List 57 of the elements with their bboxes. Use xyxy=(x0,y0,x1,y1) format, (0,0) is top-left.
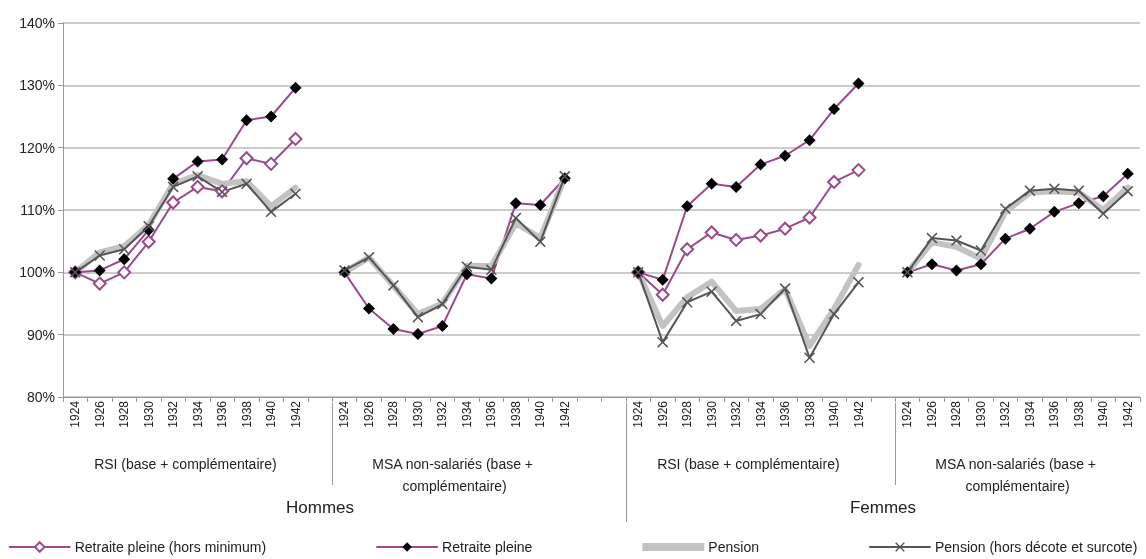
x-tick-label: 1928 xyxy=(117,400,132,428)
x-tick-label: 1930 xyxy=(141,400,156,428)
legend-label: Pension xyxy=(708,539,759,555)
x-tick-label: 1934 xyxy=(1022,400,1037,428)
x-tick-label: 1942 xyxy=(1120,400,1135,428)
x-tick-label: 1934 xyxy=(459,400,474,428)
x-tick-label: 1926 xyxy=(361,400,376,428)
x-tick-label: 1932 xyxy=(166,400,181,428)
x-tick-label: 1930 xyxy=(973,400,988,428)
x-tick-label: 1930 xyxy=(410,400,425,428)
legend-label: Retraite pleine xyxy=(442,539,533,555)
text: RSI (base + complémentaire) xyxy=(94,456,277,472)
y-tick-label: 130% xyxy=(19,77,55,94)
text: MSA non-salariés (base + complémentaire) xyxy=(935,456,1100,494)
x-tick-label: 1924 xyxy=(631,400,646,428)
x-tick-label: 1938 xyxy=(239,400,254,428)
x-tick-label: 1942 xyxy=(288,400,303,428)
y-tick-label: 140% xyxy=(19,15,55,31)
x-tick-label: 1936 xyxy=(215,400,230,428)
x-tick-label: 1934 xyxy=(190,400,205,428)
x-tick-label: 1928 xyxy=(386,400,401,428)
x-tick-label: 1932 xyxy=(435,400,450,428)
x-tick-label: 1924 xyxy=(900,400,915,428)
x-tick-label: 1938 xyxy=(1071,400,1086,428)
x-tick-label: 1932 xyxy=(998,400,1013,428)
x-tick-label: 1926 xyxy=(655,400,670,428)
x-tick-label: 1936 xyxy=(778,400,793,428)
legend-label: Retraite pleine (hors minimum) xyxy=(74,539,267,555)
x-tick-label: 1940 xyxy=(264,400,279,428)
text: Femmes xyxy=(849,498,917,517)
x-tick-label: 1928 xyxy=(680,400,695,428)
x-tick-label: 1924 xyxy=(68,400,83,428)
x-tick-label: 1926 xyxy=(92,400,107,428)
x-tick-label: 1942 xyxy=(557,400,572,428)
x-tick-label: 1938 xyxy=(802,400,817,428)
x-tick-label: 1924 xyxy=(337,400,352,428)
y-tick-label: 80% xyxy=(26,389,55,405)
text: MSA non-salariés (base + complémentaire) xyxy=(372,456,537,494)
y-tick-label: 90% xyxy=(26,326,55,343)
legend-label: Pension (hors décote et surcote) xyxy=(934,539,1138,555)
y-tick-label: 120% xyxy=(19,139,55,156)
x-tick-label: 1940 xyxy=(1096,400,1111,428)
x-tick-label: 1936 xyxy=(1047,400,1062,428)
x-tick-label: 1932 xyxy=(729,400,744,428)
x-tick-label: 1930 xyxy=(704,400,719,428)
x-tick-label: 1940 xyxy=(533,400,548,428)
x-tick-label: 1936 xyxy=(484,400,499,428)
y-tick-label: 100% xyxy=(19,264,55,281)
x-tick-label: 1938 xyxy=(508,400,523,428)
text: Hommes xyxy=(286,498,355,517)
x-tick-label: 1934 xyxy=(753,400,768,428)
text: RSI (base + complémentaire) xyxy=(657,456,840,472)
x-tick-label: 1926 xyxy=(924,400,939,428)
x-tick-label: 1940 xyxy=(827,400,842,428)
x-tick-label: 1928 xyxy=(949,400,964,428)
x-tick-label: 1942 xyxy=(851,400,866,428)
y-tick-label: 110% xyxy=(20,202,55,218)
